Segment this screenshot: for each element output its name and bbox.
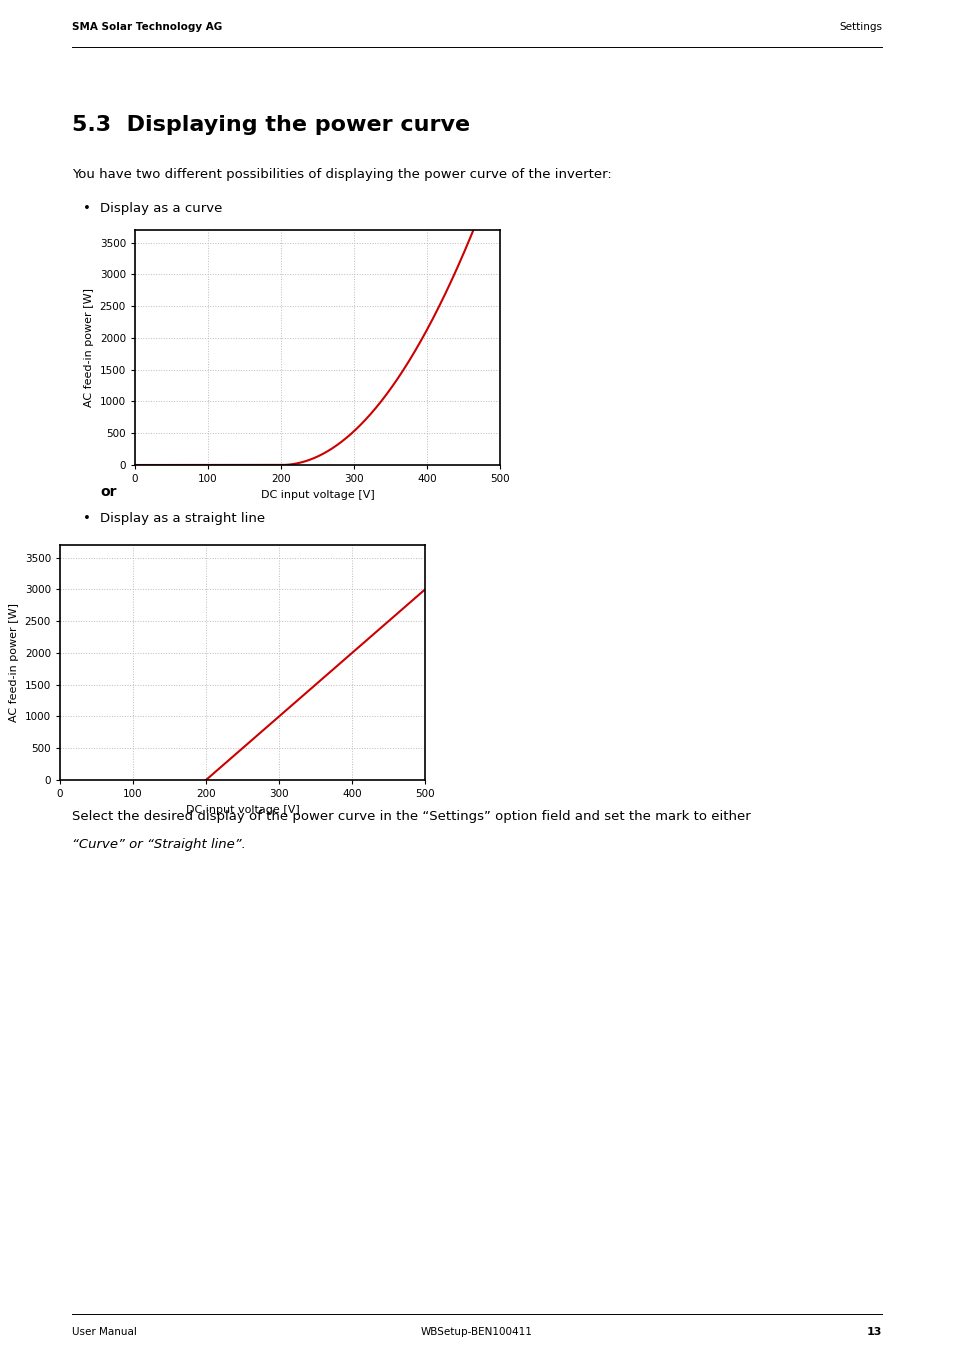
Text: 13: 13 (865, 1328, 882, 1337)
Text: 5.3  Displaying the power curve: 5.3 Displaying the power curve (71, 115, 470, 135)
Text: Settings: Settings (838, 22, 882, 32)
Text: Select the desired display of the power curve in the “Settings” option field and: Select the desired display of the power … (71, 810, 750, 823)
Text: •: • (83, 512, 91, 525)
X-axis label: DC input voltage [V]: DC input voltage [V] (186, 804, 299, 815)
Text: “Curve” or “Straight line”.: “Curve” or “Straight line”. (71, 838, 246, 850)
Y-axis label: AC feed-in power [W]: AC feed-in power [W] (10, 603, 19, 722)
Text: or: or (100, 485, 116, 499)
Text: •: • (83, 201, 91, 215)
Text: SMA Solar Technology AG: SMA Solar Technology AG (71, 22, 222, 32)
Text: You have two different possibilities of displaying the power curve of the invert: You have two different possibilities of … (71, 168, 611, 181)
Text: User Manual: User Manual (71, 1328, 136, 1337)
Text: Display as a straight line: Display as a straight line (100, 512, 265, 525)
Text: Display as a curve: Display as a curve (100, 201, 222, 215)
Y-axis label: AC feed-in power [W]: AC feed-in power [W] (84, 288, 94, 407)
Text: WBSetup-BEN100411: WBSetup-BEN100411 (420, 1328, 533, 1337)
X-axis label: DC input voltage [V]: DC input voltage [V] (260, 489, 374, 500)
